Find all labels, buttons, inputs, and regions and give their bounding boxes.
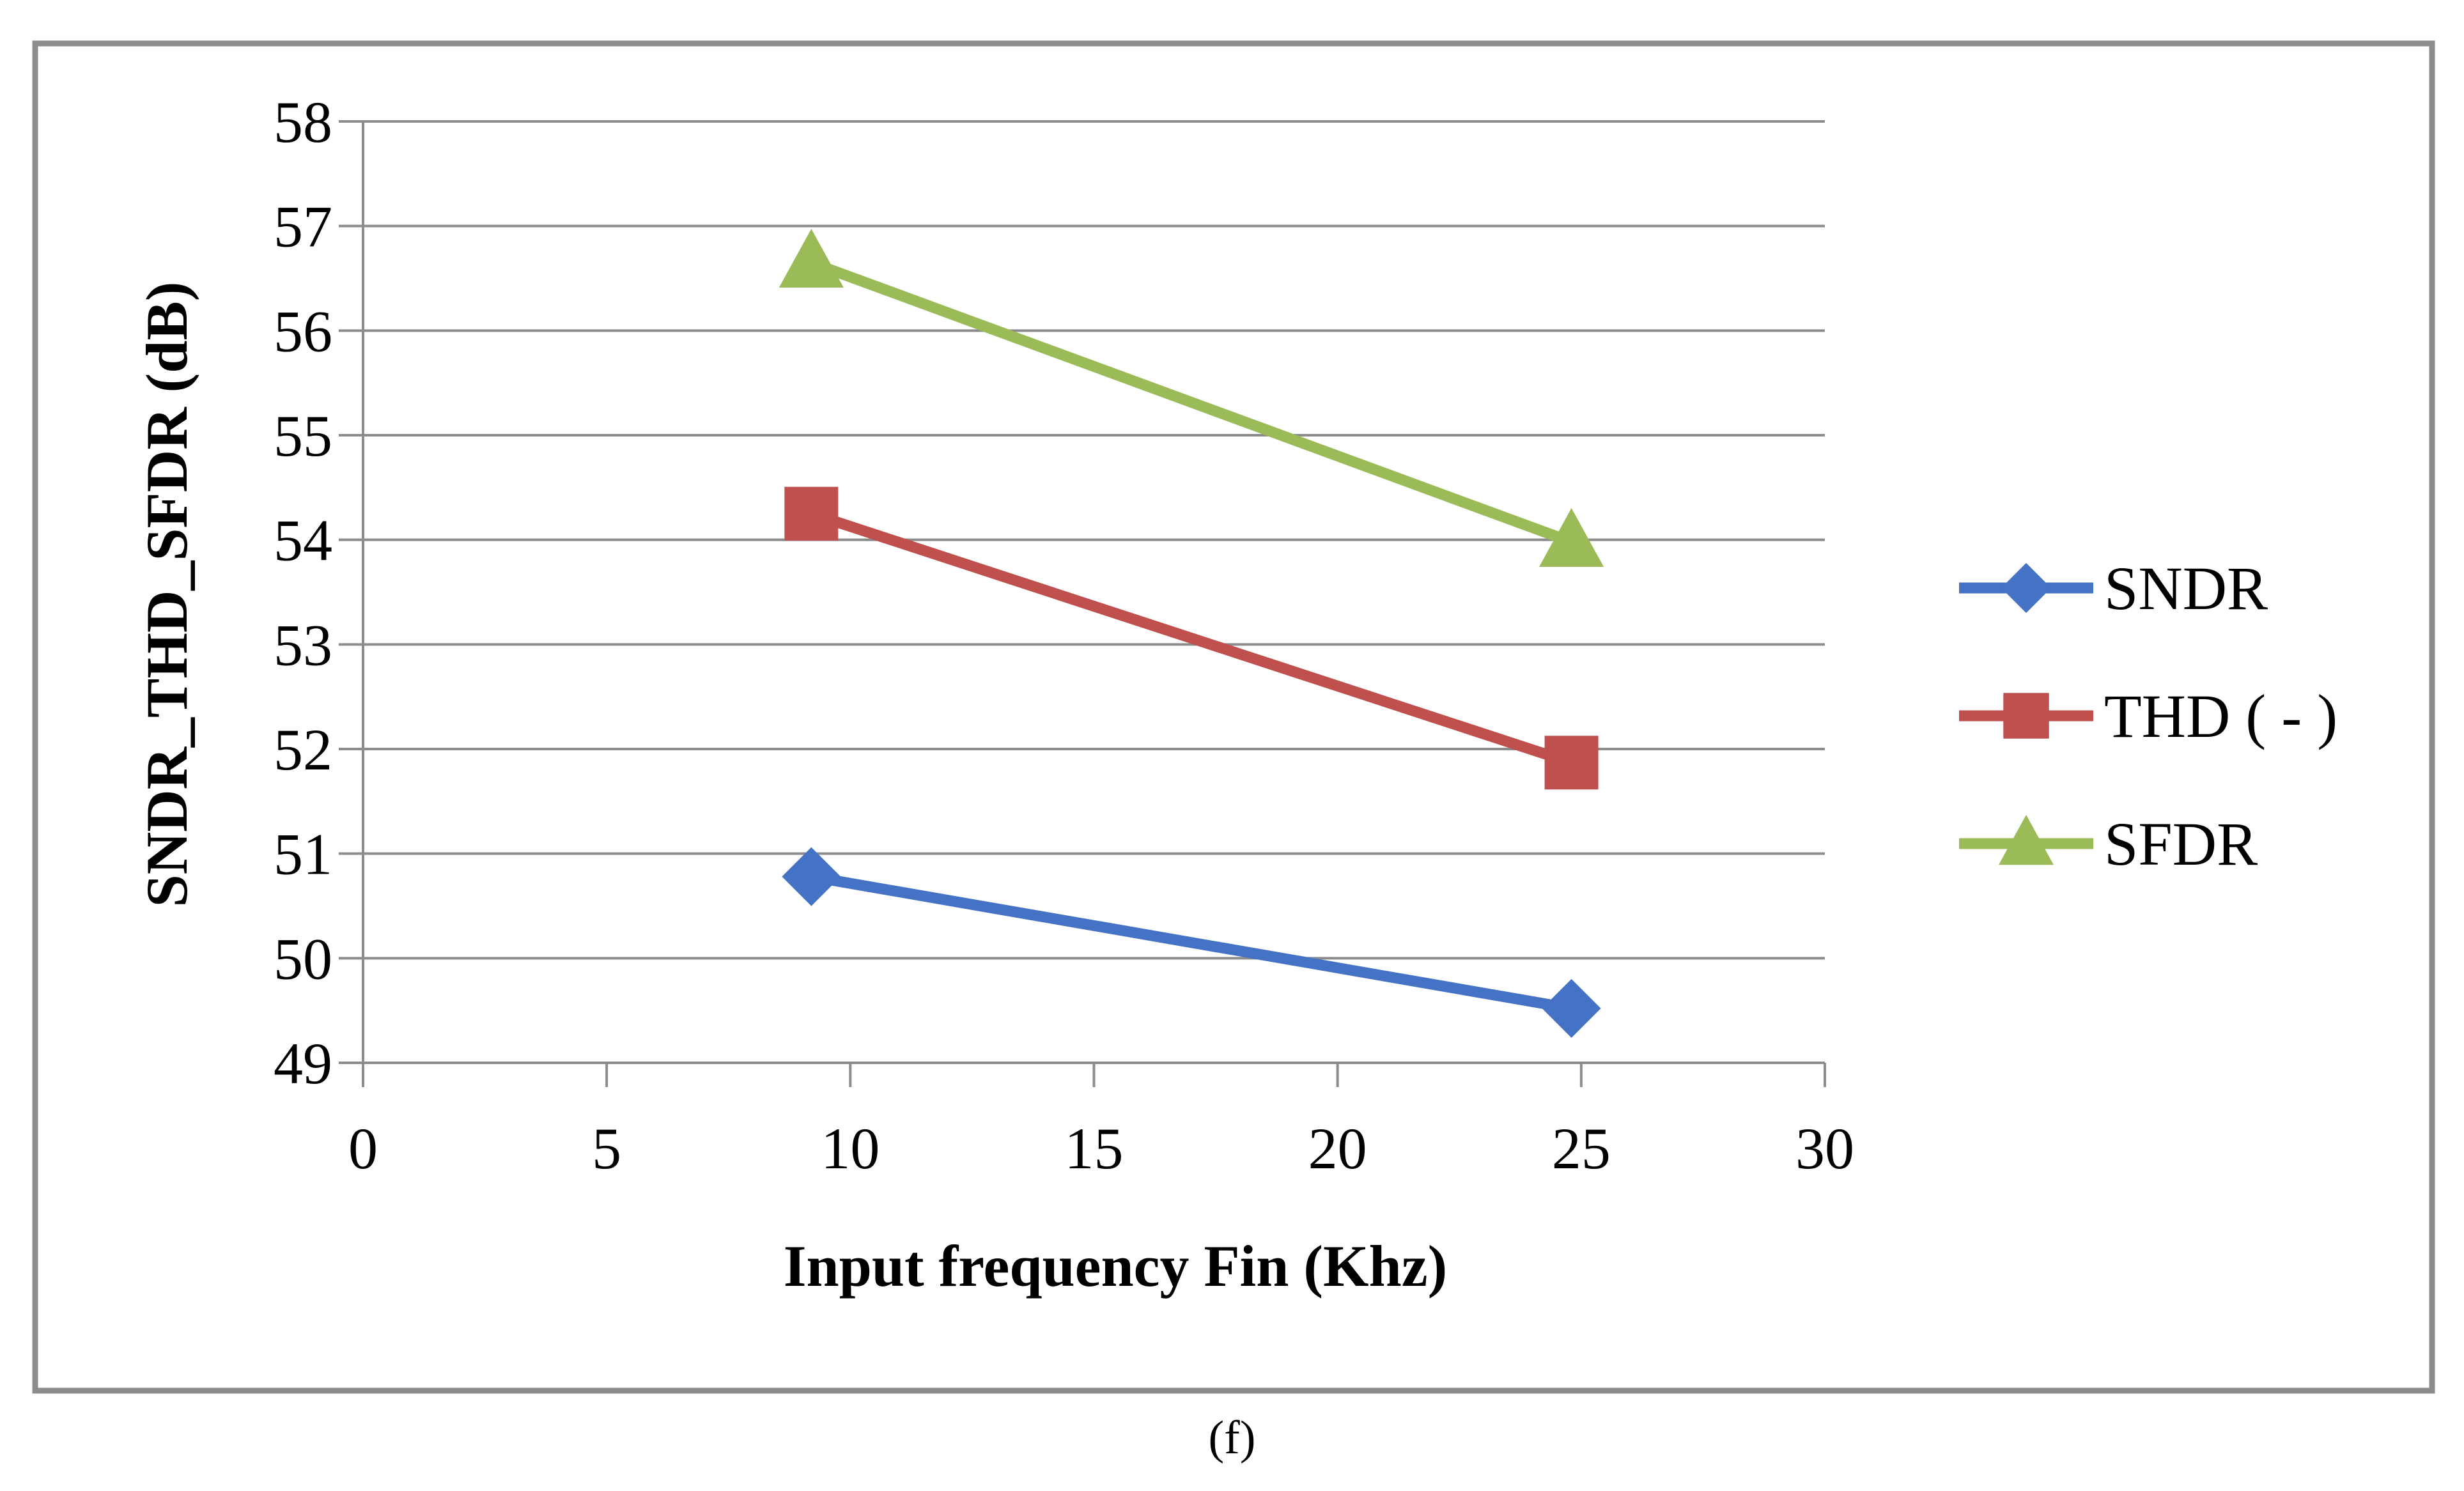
data-point (784, 486, 839, 541)
data-point (1542, 978, 1601, 1038)
legend: SNDR THD ( - ) SFDR (1959, 554, 2337, 878)
series-square (784, 486, 1599, 790)
x-tick-label: 0 (348, 1116, 378, 1181)
x-tick-label: 10 (821, 1116, 879, 1181)
x-tick-label: 20 (1308, 1116, 1367, 1181)
gridlines (363, 120, 1825, 960)
x-axis-title: Input frequency Fin (Khz) (784, 1233, 1448, 1299)
y-tick-label: 56 (274, 298, 332, 364)
data-point (779, 229, 844, 288)
legend-marker (1998, 815, 2054, 865)
x-tick-label: 30 (1795, 1116, 1854, 1181)
tick-labels: 49 50 51 52 53 54 55 56 57 58 0 5 10 15 20 25 30 (274, 89, 1854, 1181)
data-point (1544, 736, 1599, 790)
y-tick-label: 58 (274, 89, 332, 155)
axes (339, 120, 1826, 1087)
figure-caption: (f) (0, 1406, 2464, 1483)
y-tick-label: 57 (274, 194, 332, 259)
y-tick-label: 54 (274, 508, 332, 573)
legend-marker (2003, 693, 2049, 739)
legend-label: THD ( - ) (2104, 682, 2337, 750)
y-tick-label: 51 (274, 822, 332, 887)
y-tick-label: 53 (274, 612, 332, 677)
x-tick-label: 5 (592, 1116, 621, 1181)
legend-entry: SFDR (1959, 810, 2258, 878)
legend-entry: THD ( - ) (1959, 682, 2337, 750)
series-diamond (782, 847, 1601, 1038)
legend-marker (2001, 562, 2052, 614)
legend-entry: SNDR (1959, 554, 2268, 622)
legend-label: SNDR (2104, 554, 2268, 622)
data-point (782, 847, 841, 906)
data-point (1538, 508, 1604, 568)
series-line (805, 871, 1577, 1014)
plot-series (779, 229, 1604, 1038)
x-tick-label: 15 (1065, 1116, 1124, 1181)
y-tick-label: 55 (274, 403, 332, 468)
legend-label: SFDR (2104, 810, 2258, 878)
y-axis-title: SNDR_THD_SFDR (dB) (134, 282, 199, 908)
y-tick-label: 50 (274, 926, 332, 991)
caption-text: (f) (1208, 1412, 1256, 1464)
x-tick-label: 25 (1552, 1116, 1611, 1181)
y-tick-label: 52 (274, 717, 332, 782)
series-triangle (779, 229, 1604, 568)
y-tick-label: 49 (274, 1031, 332, 1096)
series-line (805, 257, 1577, 548)
series-line (805, 508, 1577, 768)
